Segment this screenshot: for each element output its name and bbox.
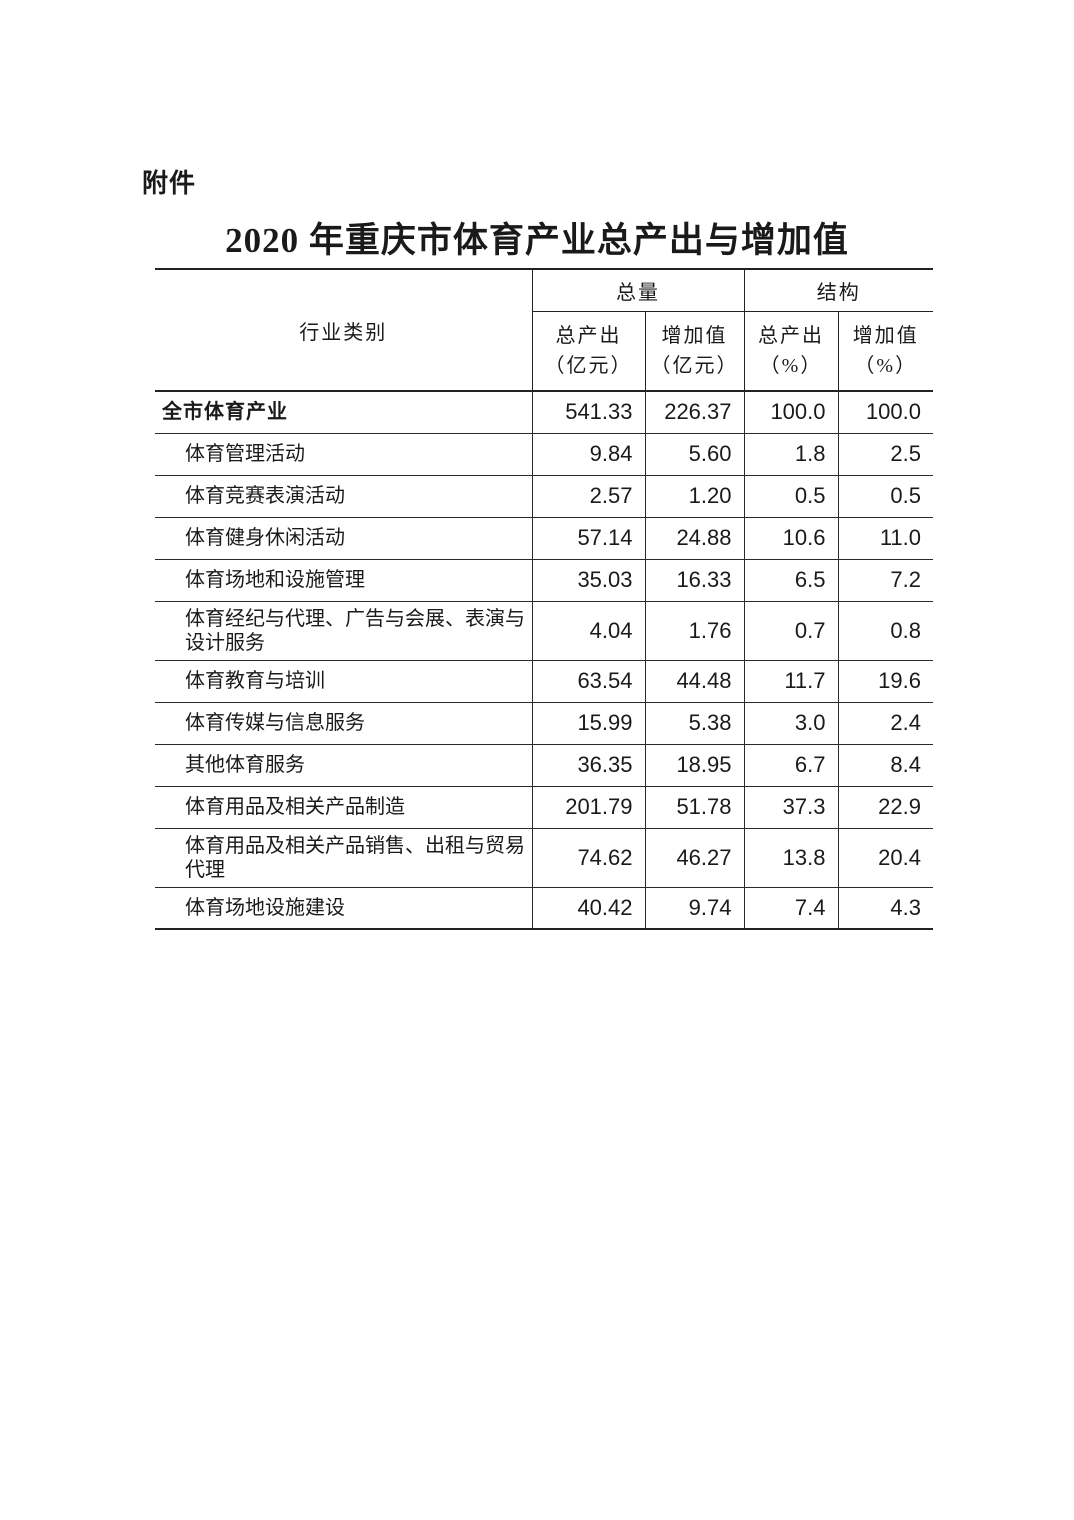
cell-value: 1.8 bbox=[743, 433, 838, 476]
row-label: 全市体育产业 bbox=[155, 391, 532, 434]
cell-value: 8.4 bbox=[837, 744, 933, 787]
cell-value: 201.79 bbox=[531, 786, 645, 829]
header-subcolumn-row: 总产出 （亿元） 增加值 （亿元） 总产出 （%） 增加值 （%） bbox=[155, 311, 933, 392]
cell-value: 13.8 bbox=[743, 828, 838, 888]
cell-value: 9.74 bbox=[644, 887, 744, 929]
cell-value: 11.0 bbox=[837, 517, 933, 560]
cell-value: 0.7 bbox=[743, 601, 838, 661]
cell-value: 100.0 bbox=[743, 391, 838, 434]
table-row: 体育用品及相关产品销售、出租与贸易代理 74.62 46.27 13.8 20.4 bbox=[155, 828, 933, 888]
table-row: 体育场地和设施管理 35.03 16.33 6.5 7.2 bbox=[155, 559, 933, 602]
table-row: 体育场地设施建设 40.42 9.74 7.4 4.3 bbox=[155, 887, 933, 929]
header-line: 增加值 bbox=[852, 324, 919, 347]
cell-value: 18.95 bbox=[644, 744, 744, 787]
header-line: （%） bbox=[854, 354, 918, 377]
cell-value: 19.6 bbox=[837, 660, 933, 703]
cell-value: 5.38 bbox=[644, 702, 744, 745]
cell-value: 24.88 bbox=[644, 517, 744, 560]
page-title: 2020 年重庆市体育产业总产出与增加值 bbox=[225, 221, 849, 260]
cell-value: 3.0 bbox=[743, 702, 838, 745]
cell-value: 226.37 bbox=[644, 391, 744, 434]
header-line: 增加值 bbox=[661, 324, 728, 347]
row-label: 体育管理活动 bbox=[155, 433, 532, 476]
row-label: 体育用品及相关产品制造 bbox=[155, 786, 532, 829]
cell-value: 11.7 bbox=[743, 660, 838, 703]
cell-value: 100.0 bbox=[837, 391, 933, 434]
cell-value: 7.2 bbox=[837, 559, 933, 602]
row-label: 体育场地设施建设 bbox=[185, 896, 345, 919]
table-row: 体育竞赛表演活动 2.57 1.20 0.5 0.5 bbox=[155, 475, 933, 518]
cell-value: 2.5 bbox=[837, 433, 933, 476]
header-line: （亿元） bbox=[650, 354, 739, 377]
cell-value: 16.33 bbox=[644, 559, 744, 602]
cell-value: 9.84 bbox=[531, 433, 645, 476]
table-row: 体育经纪与代理、广告与会展、表演与设计服务 4.04 1.76 0.7 0.8 bbox=[155, 601, 933, 661]
cell-value: 40.42 bbox=[531, 887, 645, 929]
header-added-value-amount: 增加值 （亿元） bbox=[644, 311, 744, 392]
cell-value: 2.4 bbox=[837, 702, 933, 745]
cell-value: 0.5 bbox=[743, 475, 838, 518]
header-added-value-percent: 增加值 （%） bbox=[837, 311, 933, 392]
cell-value: 1.76 bbox=[644, 601, 744, 661]
header-industry-category: 行业类别 bbox=[155, 269, 533, 392]
header-group-structure: 结构 bbox=[744, 269, 933, 312]
header-group-total: 总量 bbox=[532, 269, 745, 312]
cell-value: 6.5 bbox=[743, 559, 838, 602]
cell-value: 22.9 bbox=[837, 786, 933, 829]
cell-value: 0.5 bbox=[837, 475, 933, 518]
sports-industry-table: 行业类别 总量 结构 总产出 （亿元） 增加值 （亿元） 总产出 （%） bbox=[155, 268, 933, 930]
row-label: 体育场地和设施管理 bbox=[155, 559, 532, 602]
header-line: 总产出 bbox=[555, 324, 622, 347]
header-line: 总产出 bbox=[758, 324, 824, 347]
cell-value: 4.04 bbox=[531, 601, 645, 661]
table-header: 行业类别 总量 结构 总产出 （亿元） 增加值 （亿元） 总产出 （%） bbox=[155, 269, 933, 392]
cell-value: 10.6 bbox=[743, 517, 838, 560]
cell-value: 0.8 bbox=[837, 601, 933, 661]
cell-value: 57.14 bbox=[531, 517, 645, 560]
cell-value: 44.48 bbox=[644, 660, 744, 703]
cell-value: 20.4 bbox=[837, 828, 933, 888]
table-body: 全市体育产业 541.33 226.37 100.0 100.0 体育管理活动 9.84 5.… bbox=[155, 391, 933, 929]
cell-value: 7.4 bbox=[743, 887, 838, 929]
stats-table-container: 行业类别 总量 结构 总产出 （亿元） 增加值 （亿元） 总产出 （%） bbox=[155, 268, 933, 930]
header-total-output-amount: 总产出 （亿元） bbox=[531, 311, 645, 392]
row-label: 其他体育服务 bbox=[155, 744, 532, 787]
row-label: 体育传媒与信息服务 bbox=[155, 702, 532, 745]
row-label: 体育用品及相关产品销售、出租与贸易代理 bbox=[155, 828, 532, 888]
table-row: 其他体育服务 36.35 18.95 6.7 8.4 bbox=[155, 744, 933, 787]
header-line: （%） bbox=[759, 354, 823, 377]
cell-value: 46.27 bbox=[644, 828, 744, 888]
cell-value: 2.57 bbox=[531, 475, 645, 518]
row-label: 体育教育与培训 bbox=[155, 660, 532, 703]
cell-value: 5.60 bbox=[644, 433, 744, 476]
cell-value: 74.62 bbox=[531, 828, 645, 888]
cell-value: 35.03 bbox=[531, 559, 645, 602]
cell-value: 15.99 bbox=[531, 702, 645, 745]
table-row: 体育管理活动 9.84 5.60 1.8 2.5 bbox=[155, 433, 933, 476]
cell-value: 63.54 bbox=[531, 660, 645, 703]
cell-value: 36.35 bbox=[531, 744, 645, 787]
cell-value: 37.3 bbox=[743, 786, 838, 829]
row-label: 体育健身休闲活动 bbox=[155, 517, 532, 560]
cell-value: 4.3 bbox=[837, 887, 933, 929]
cell-value: 51.78 bbox=[644, 786, 744, 829]
header-group-row: 行业类别 总量 结构 bbox=[155, 269, 933, 392]
cell-value: 541.33 bbox=[531, 391, 645, 434]
header-line: （亿元） bbox=[544, 354, 633, 377]
attachment-label: 附件 bbox=[142, 168, 197, 198]
table-row: 体育健身休闲活动 57.14 24.88 10.6 11.0 bbox=[155, 517, 933, 560]
table-row: 体育用品及相关产品制造 201.79 51.78 37.3 22.9 bbox=[155, 786, 933, 829]
header-total-output-percent: 总产出 （%） bbox=[743, 311, 838, 392]
cell-value: 1.20 bbox=[644, 475, 744, 518]
table-row: 全市体育产业 541.33 226.37 100.0 100.0 bbox=[155, 391, 933, 434]
table-row: 体育传媒与信息服务 15.99 5.38 3.0 2.4 bbox=[155, 702, 933, 745]
row-label: 体育竞赛表演活动 bbox=[155, 475, 532, 518]
table-row: 体育教育与培训 63.54 44.48 11.7 19.6 bbox=[155, 660, 933, 703]
cell-value: 6.7 bbox=[743, 744, 838, 787]
row-label: 体育经纪与代理、广告与会展、表演与设计服务 bbox=[155, 601, 532, 661]
